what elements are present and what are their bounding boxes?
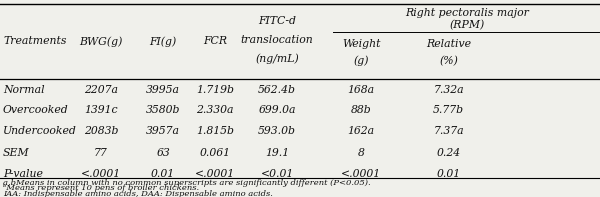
Text: 7.37a: 7.37a xyxy=(433,126,464,136)
Text: FITC-d: FITC-d xyxy=(258,16,296,26)
Text: Overcooked: Overcooked xyxy=(3,105,69,115)
Text: Weight: Weight xyxy=(342,39,380,49)
Text: 77: 77 xyxy=(94,148,107,158)
Text: BWG(g): BWG(g) xyxy=(79,36,122,47)
Text: 3957a: 3957a xyxy=(146,126,180,136)
Text: (ng/mL): (ng/mL) xyxy=(256,54,299,64)
Text: 2.330a: 2.330a xyxy=(196,105,233,115)
Text: <.0001: <.0001 xyxy=(341,169,381,179)
Text: 88b: 88b xyxy=(351,105,371,115)
Text: Normal: Normal xyxy=(3,85,44,95)
Text: IAA: Indispensable amino acids, DAA: Dispensable amino acids.: IAA: Indispensable amino acids, DAA: Dis… xyxy=(3,190,273,197)
Text: 168a: 168a xyxy=(347,85,375,95)
Text: 562.4b: 562.4b xyxy=(258,85,296,95)
Text: FCR: FCR xyxy=(203,36,227,46)
Text: 2207a: 2207a xyxy=(84,85,118,95)
Text: 1.719b: 1.719b xyxy=(196,85,234,95)
Text: (g): (g) xyxy=(353,56,369,66)
Text: 8: 8 xyxy=(358,148,365,158)
Text: <.0001: <.0001 xyxy=(195,169,235,179)
Text: 593.0b: 593.0b xyxy=(258,126,296,136)
Text: (RPM): (RPM) xyxy=(449,20,484,30)
Text: 699.0a: 699.0a xyxy=(259,105,296,115)
Text: a,bMeans in column with no common superscripts are significantly different (P<0.: a,bMeans in column with no common supers… xyxy=(3,179,371,187)
Text: 5.77b: 5.77b xyxy=(433,105,464,115)
Text: 0.24: 0.24 xyxy=(437,148,461,158)
Text: ᵇMeans represent 10 pens of broiler chickens.: ᵇMeans represent 10 pens of broiler chic… xyxy=(3,184,199,192)
Text: FI(g): FI(g) xyxy=(149,36,177,47)
Text: 2083b: 2083b xyxy=(83,126,118,136)
Text: 1.815b: 1.815b xyxy=(196,126,234,136)
Text: Relative: Relative xyxy=(426,39,472,49)
Text: 7.32a: 7.32a xyxy=(433,85,464,95)
Text: P-value: P-value xyxy=(3,169,43,179)
Text: (%): (%) xyxy=(439,56,458,66)
Text: 0.01: 0.01 xyxy=(151,169,175,179)
Text: <0.01: <0.01 xyxy=(260,169,294,179)
Text: SEM: SEM xyxy=(3,148,29,158)
Text: Treatments: Treatments xyxy=(3,36,67,46)
Text: 0.061: 0.061 xyxy=(199,148,230,158)
Text: 1391c: 1391c xyxy=(84,105,118,115)
Text: 3995a: 3995a xyxy=(146,85,180,95)
Text: 0.01: 0.01 xyxy=(437,169,461,179)
Text: Undercooked: Undercooked xyxy=(3,126,77,136)
Text: 63: 63 xyxy=(157,148,170,158)
Text: <.0001: <.0001 xyxy=(81,169,121,179)
Text: 162a: 162a xyxy=(347,126,375,136)
Text: 19.1: 19.1 xyxy=(265,148,289,158)
Text: translocation: translocation xyxy=(241,35,314,45)
Text: 3580b: 3580b xyxy=(146,105,181,115)
Text: Right pectoralis major: Right pectoralis major xyxy=(405,8,529,18)
